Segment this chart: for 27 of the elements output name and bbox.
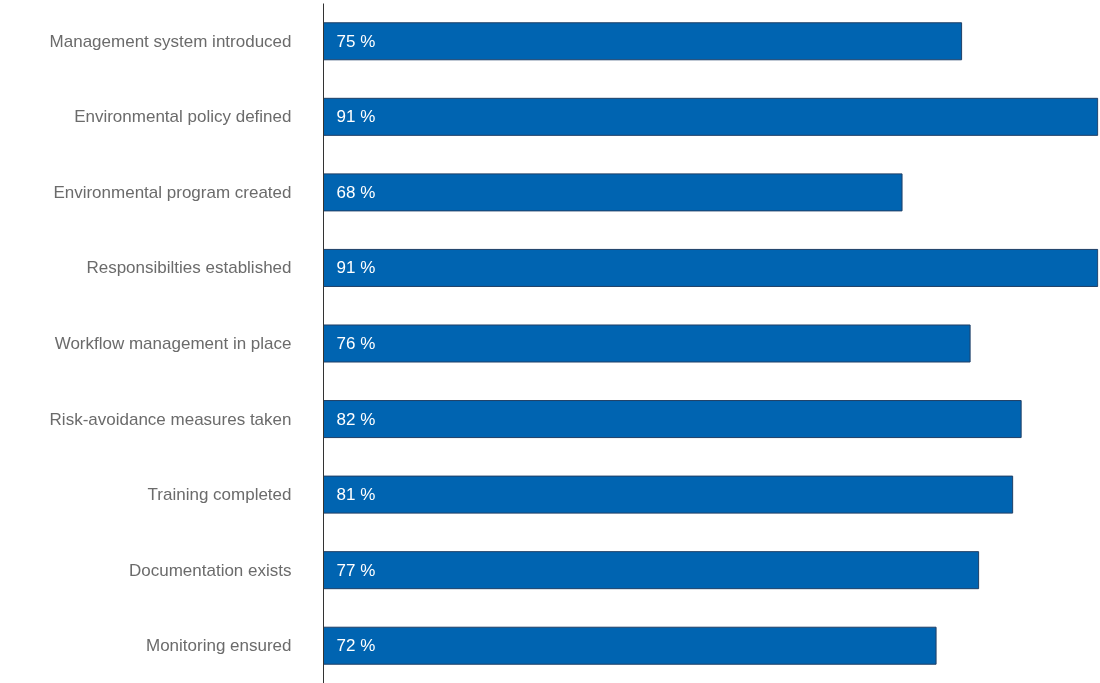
y-tick-label: Risk-avoidance measures taken (49, 409, 292, 429)
bar (323, 97, 1099, 136)
y-tick-label: Training completed (147, 485, 292, 505)
data-label: 72 % (336, 636, 376, 656)
y-tick-label: Environmental policy defined (74, 107, 292, 127)
y-tick-label: Responsibilties established (86, 258, 292, 278)
data-label: 76 % (336, 334, 376, 353)
data-label: 68 % (336, 182, 376, 202)
data-label: 81 % (336, 485, 376, 505)
bar (323, 551, 980, 590)
y-tick-label: Management system introduced (49, 31, 292, 51)
bar (323, 475, 1014, 514)
bar (323, 248, 1099, 287)
data-label: 77 % (336, 560, 376, 580)
bar (323, 626, 937, 665)
y-tick-label: Documentation exists (128, 560, 292, 580)
bar (323, 173, 903, 212)
data-label: 91 % (336, 107, 376, 127)
data-label: 91 % (336, 258, 376, 278)
y-tick-label: Environmental program created (53, 182, 292, 202)
y-tick-label: Workflow management in place (54, 334, 292, 353)
bar (323, 400, 1022, 439)
y-tick-label: Monitoring ensured (145, 636, 292, 656)
bar (323, 324, 971, 363)
bar (323, 22, 963, 61)
data-label: 75 % (336, 31, 376, 51)
data-label: 82 % (336, 409, 376, 429)
